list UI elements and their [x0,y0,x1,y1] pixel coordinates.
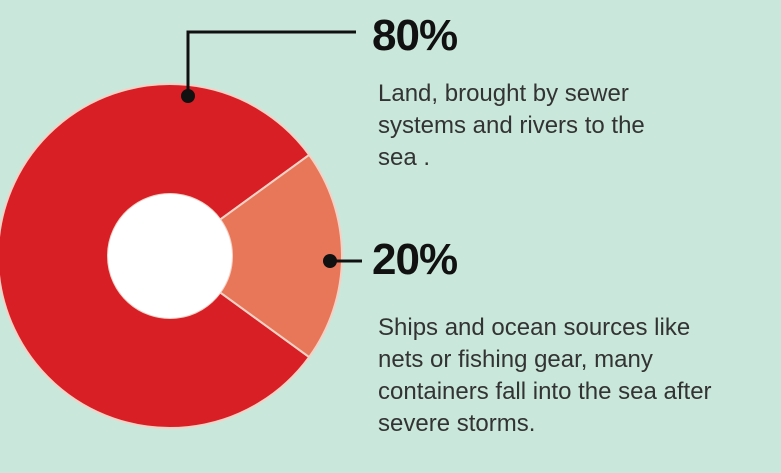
description-line: Ships and ocean sources like [378,314,691,341]
description-line: Land, brought by sewer [378,80,629,107]
leader-line-land [186,30,356,96]
leader-lines [181,30,362,268]
leader-dot-land [181,89,195,103]
description-line: nets or fishing gear, many [378,346,653,373]
description-land: Land, brought by sewer systems and river… [378,78,708,174]
description-line: sea . [378,144,431,171]
description-line: systems and rivers to the [378,112,645,139]
percent-label-sea: 20% [372,235,458,284]
description-line: containers fall into the sea after [378,378,712,405]
percent-label-land: 80% [372,11,458,60]
leader-dot-sea [323,254,337,268]
donut-hole [108,194,232,318]
description-line: severe storms. [378,410,536,437]
description-sea: Ships and ocean sources like nets or fis… [378,312,778,440]
